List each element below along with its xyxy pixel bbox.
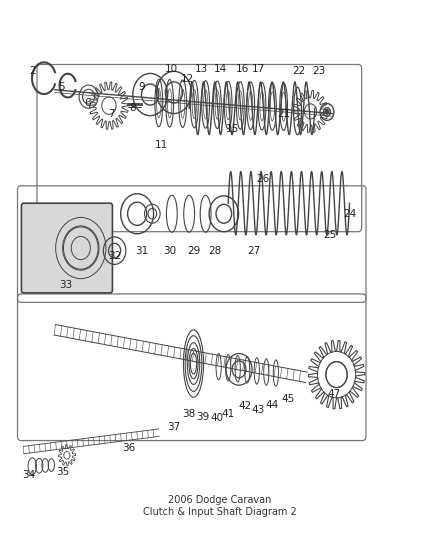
Text: 41: 41 (221, 409, 234, 419)
Text: 16: 16 (235, 64, 248, 74)
Text: 26: 26 (256, 174, 269, 184)
Text: 8: 8 (129, 103, 136, 114)
FancyBboxPatch shape (21, 203, 112, 293)
Text: 36: 36 (122, 443, 135, 454)
Text: 15: 15 (226, 124, 239, 134)
Text: 25: 25 (323, 230, 336, 240)
Text: 21: 21 (276, 109, 290, 118)
Text: 10: 10 (165, 64, 178, 74)
Circle shape (325, 110, 328, 114)
Text: 7: 7 (108, 109, 114, 118)
Text: 24: 24 (342, 209, 355, 219)
Text: 33: 33 (59, 280, 72, 290)
Text: 44: 44 (265, 400, 279, 410)
Text: 34: 34 (22, 470, 35, 480)
Text: 37: 37 (167, 422, 180, 432)
Text: 42: 42 (237, 401, 251, 411)
Text: 22: 22 (291, 66, 304, 76)
Text: 2: 2 (29, 66, 35, 76)
Text: 13: 13 (194, 64, 208, 74)
Text: 14: 14 (213, 64, 226, 74)
Text: 39: 39 (196, 412, 209, 422)
Text: 23: 23 (312, 66, 325, 76)
Text: 12: 12 (180, 74, 193, 84)
Text: 31: 31 (134, 246, 148, 256)
Text: 29: 29 (187, 246, 200, 256)
Text: 17: 17 (251, 64, 265, 74)
Text: 5: 5 (58, 82, 64, 92)
Text: 27: 27 (247, 246, 260, 256)
Text: 11: 11 (154, 140, 167, 150)
Text: 38: 38 (182, 409, 195, 419)
Text: 40: 40 (210, 414, 223, 423)
Text: 28: 28 (208, 246, 221, 256)
Text: 2006 Dodge Caravan
Clutch & Input Shaft Diagram 2: 2006 Dodge Caravan Clutch & Input Shaft … (142, 496, 296, 517)
Text: 43: 43 (251, 405, 265, 415)
Text: 30: 30 (163, 246, 176, 256)
Text: 47: 47 (327, 389, 340, 399)
Text: 6: 6 (84, 98, 90, 108)
Text: 45: 45 (281, 394, 294, 405)
Text: 32: 32 (108, 251, 121, 261)
Text: 35: 35 (56, 467, 69, 477)
Text: 9: 9 (138, 82, 145, 92)
